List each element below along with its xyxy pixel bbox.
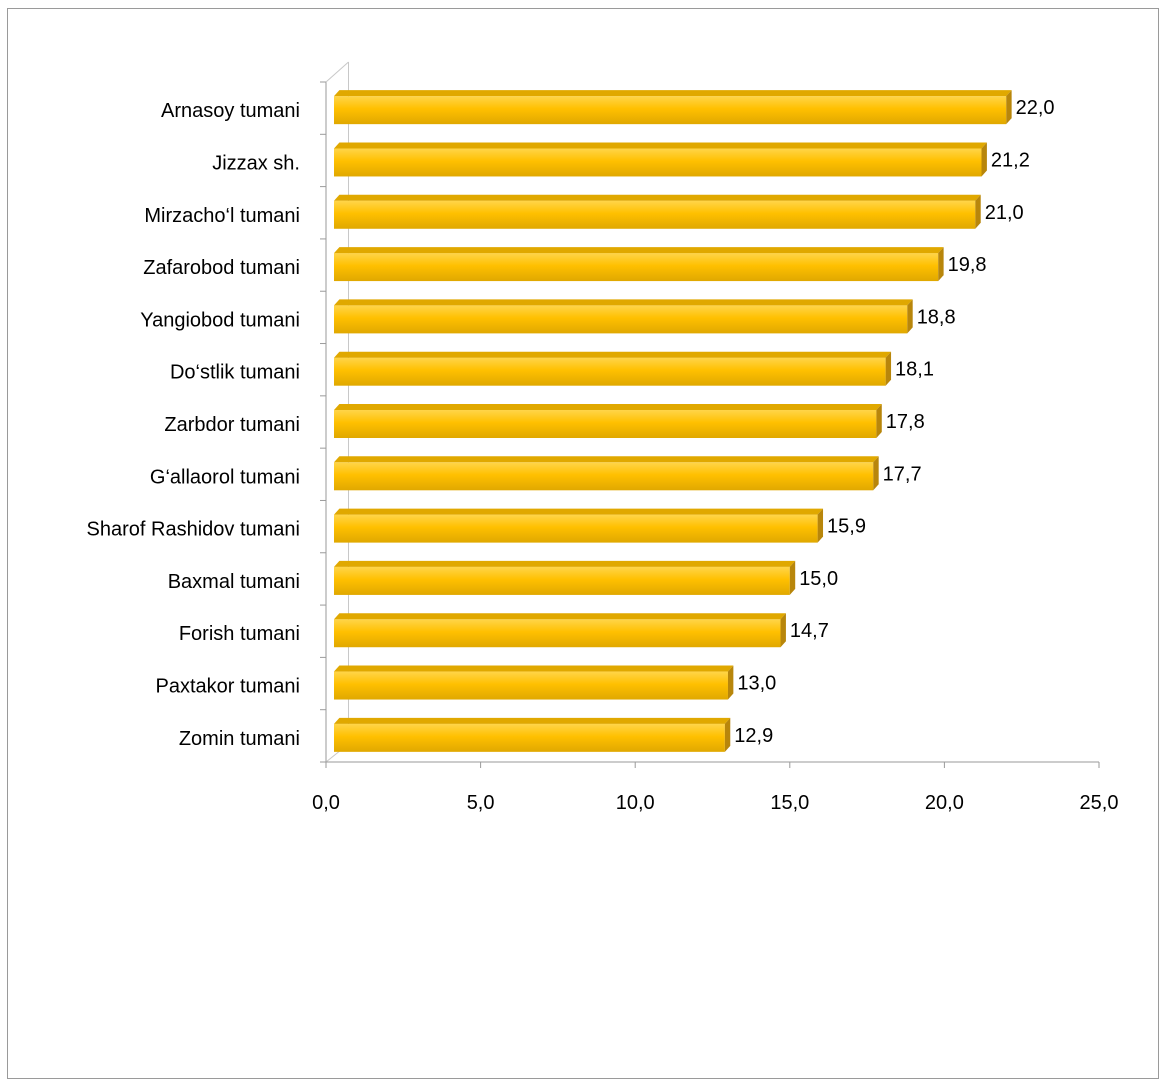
bar-top-face <box>334 194 981 201</box>
category-label: Zomin tumani <box>179 728 300 750</box>
data-label: 18,1 <box>895 359 934 381</box>
category-label: Mirzacho‘l tumani <box>144 205 300 227</box>
bars <box>334 90 1012 752</box>
bar-top-face <box>334 665 734 672</box>
x-tick-label: 10,0 <box>616 792 655 814</box>
bar-top-face <box>334 299 913 306</box>
bar-side-face <box>981 142 987 177</box>
category-label: G‘allaorol tumani <box>150 466 300 488</box>
data-label: 21,2 <box>991 149 1030 171</box>
data-label: 17,7 <box>883 463 922 485</box>
bar-side-face <box>727 665 734 700</box>
labels: 0,0 5,0 10,0 15,0 20,0 25,0 Arnasoy tumani 22,0… <box>87 97 1119 814</box>
category-label: Do‘stlik tumani <box>170 362 300 384</box>
bar-side-face <box>975 194 981 229</box>
bar <box>334 619 781 648</box>
category-label: Paxtakor tumani <box>155 676 300 698</box>
data-label: 18,8 <box>917 306 956 328</box>
bar <box>334 96 1007 125</box>
x-tick-label: 0,0 <box>312 792 340 814</box>
category-label: Yangiobod tumani <box>140 309 300 331</box>
x-tick-label: 5,0 <box>467 792 495 814</box>
bar <box>334 253 939 282</box>
data-label: 22,0 <box>1016 97 1055 119</box>
bar <box>334 514 818 543</box>
bar-top-face <box>334 142 987 149</box>
category-label: Baxmal tumani <box>168 571 300 593</box>
x-tick-label: 15,0 <box>770 792 809 814</box>
chart-area: 0,0 5,0 10,0 15,0 20,0 25,0 Arnasoy tumani 22,0… <box>7 8 1159 1079</box>
bar <box>334 723 725 752</box>
data-label: 19,8 <box>948 254 987 276</box>
bar-top-face <box>334 90 1012 97</box>
x-tick-label: 25,0 <box>1080 792 1119 814</box>
data-label: 14,7 <box>790 620 829 642</box>
bar <box>334 671 728 700</box>
bar-top-face <box>334 717 731 724</box>
data-label: 15,9 <box>827 516 866 538</box>
category-label: Sharof Rashidov tumani <box>87 519 300 541</box>
bar-top-face <box>334 456 879 463</box>
bar-side-face <box>1006 90 1012 125</box>
bar-side-face <box>724 717 731 752</box>
bar <box>334 357 886 386</box>
x-tick-label: 20,0 <box>925 792 964 814</box>
category-axis-top-edge <box>325 61 349 83</box>
data-label: 15,0 <box>799 568 838 590</box>
bar-side-face <box>876 404 882 438</box>
bar-side-face <box>780 613 786 648</box>
bar <box>334 462 874 491</box>
category-label: Zarbdor tumani <box>164 414 300 436</box>
bar-chart: 0,0 5,0 10,0 15,0 20,0 25,0 Arnasoy tumani 22,0… <box>87 61 1119 814</box>
bar <box>334 410 877 438</box>
bar-top-face <box>334 404 882 410</box>
bar-top-face <box>334 613 786 620</box>
data-label: 17,8 <box>886 411 925 433</box>
bar-top-face <box>334 351 892 358</box>
data-label: 13,0 <box>737 673 776 695</box>
bar-side-face <box>873 456 879 491</box>
category-label: Jizzax sh. <box>212 152 300 174</box>
bar-side-face <box>885 351 892 386</box>
bar <box>334 305 908 334</box>
bar-side-face <box>789 560 796 595</box>
category-label: Zafarobod tumani <box>143 257 300 279</box>
bar-side-face <box>907 299 913 334</box>
bar-top-face <box>334 560 796 567</box>
category-label: Arnasoy tumani <box>161 100 300 122</box>
bar <box>334 566 790 595</box>
data-label: 21,0 <box>985 202 1024 224</box>
bar <box>334 148 982 177</box>
bar <box>334 200 976 229</box>
category-label: Forish tumani <box>179 623 300 645</box>
bar-top-face <box>334 247 944 254</box>
data-label: 12,9 <box>734 725 773 747</box>
bar-side-face <box>938 247 944 282</box>
bar-top-face <box>334 508 824 515</box>
bar-side-face <box>817 508 824 543</box>
